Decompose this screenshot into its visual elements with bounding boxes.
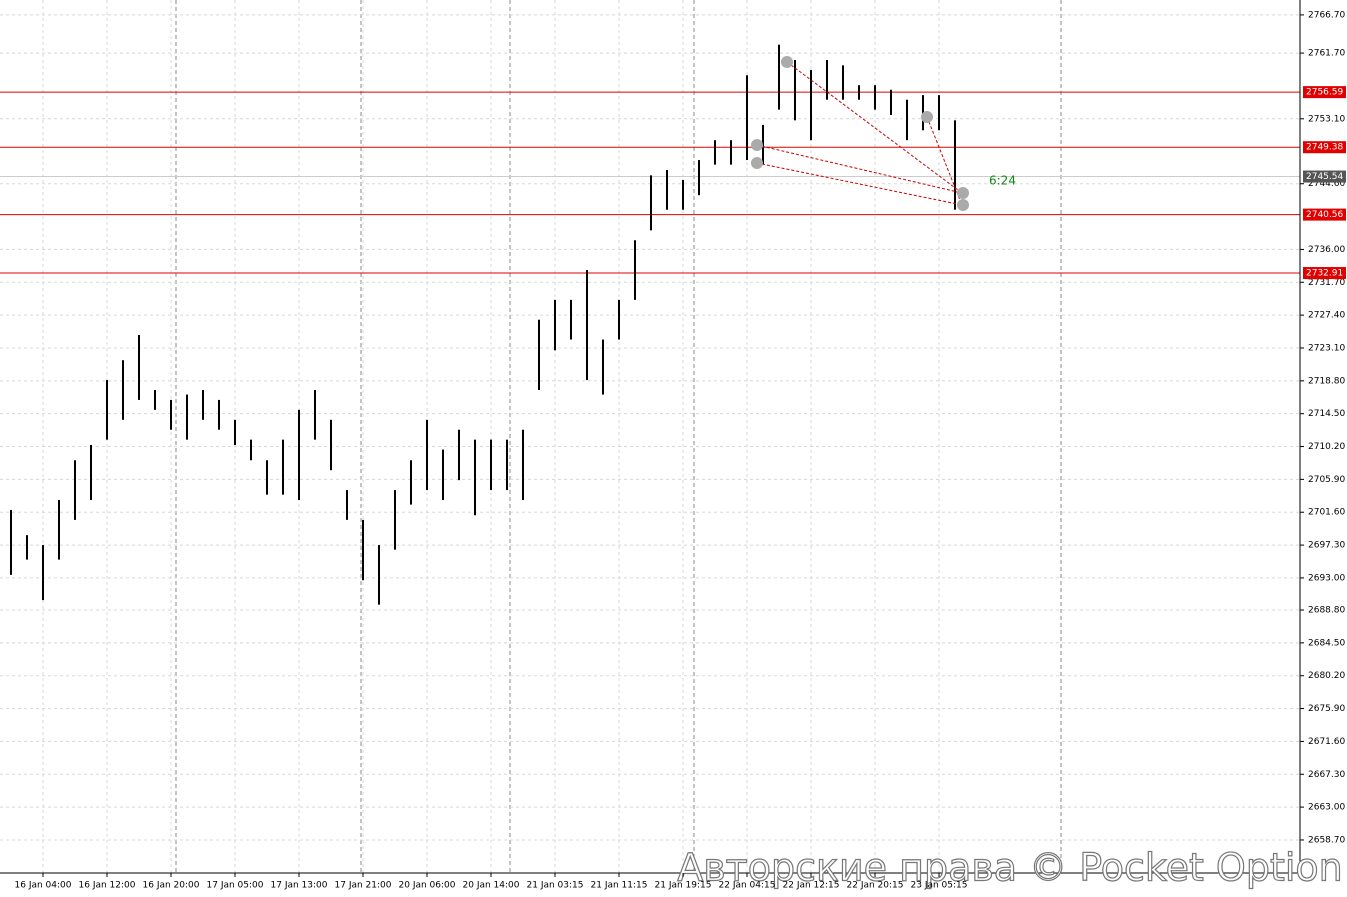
y-tick-label: 2723.10 [1308, 343, 1345, 353]
x-tick-label: 23 Jan 05:15 [911, 881, 968, 891]
level-tag [1303, 208, 1346, 221]
x-tick-label: 21 Jan 11:15 [591, 881, 648, 891]
level-tag [1303, 86, 1346, 99]
timer: 6:24 [989, 174, 1016, 188]
price-bars [10, 44, 956, 605]
current-price-tag [1303, 170, 1346, 183]
y-tick-label: 2744.60 [1308, 179, 1345, 189]
y-tick-label: 2753.10 [1308, 114, 1345, 124]
level-label: 2732.91 [1306, 269, 1343, 279]
x-tick-label: 20 Jan 14:00 [463, 881, 520, 891]
y-tick-label: 2658.70 [1308, 835, 1345, 845]
x-tick-label: 21 Jan 19:15 [655, 881, 712, 891]
day-separators [175, 0, 1062, 873]
grid [0, 0, 1300, 873]
y-tick-label: 2667.30 [1308, 770, 1345, 780]
watermark: Авторские права © Pocket Option [677, 846, 1343, 890]
marker [957, 187, 969, 199]
level-label: 2740.56 [1306, 210, 1343, 220]
x-tick-label: 22 Jan 04:15 [719, 881, 776, 891]
y-tick-label: 2718.80 [1308, 376, 1345, 386]
y-tick-label: 2693.00 [1308, 573, 1345, 583]
x-tick-label: 21 Jan 03:15 [527, 881, 584, 891]
y-tick-label: 2675.90 [1308, 704, 1345, 714]
trend-line [756, 144, 963, 194]
level-tag [1303, 141, 1346, 154]
x-tick-label: 16 Jan 04:00 [15, 881, 72, 891]
trend-line [926, 116, 963, 206]
x-tick-label: 16 Jan 12:00 [79, 881, 136, 891]
y-tick-label: 2731.70 [1308, 278, 1345, 288]
marker [751, 139, 763, 151]
y-tick-label: 2714.50 [1308, 409, 1345, 419]
trend-line [786, 61, 963, 194]
y-tick-label: 2710.20 [1308, 442, 1345, 452]
marker [781, 56, 793, 68]
level-label: 2756.59 [1306, 88, 1343, 98]
y-tick-label: 2663.00 [1308, 803, 1345, 813]
x-tick-label: 22 Jan 20:15 [847, 881, 904, 891]
x-tick-label: 17 Jan 13:00 [271, 881, 328, 891]
y-tick-label: 2701.60 [1308, 508, 1345, 518]
y-tick-label: 2697.30 [1308, 541, 1345, 551]
marker [957, 199, 969, 211]
y-tick-label: 2680.20 [1308, 671, 1345, 681]
y-tick-label: 2766.70 [1308, 10, 1345, 20]
x-tick-label: 20 Jan 06:00 [399, 881, 456, 891]
y-tick-label: 2688.80 [1308, 606, 1345, 616]
y-tick-label: 2727.40 [1308, 311, 1345, 321]
marker [751, 157, 763, 169]
marker [921, 111, 933, 123]
trade-markers [751, 56, 969, 211]
y-tick-label: 2705.90 [1308, 475, 1345, 485]
level-label: 2749.38 [1306, 143, 1343, 153]
x-tick-label: 16 Jan 20:00 [143, 881, 200, 891]
y-tick-label: 2671.60 [1308, 737, 1345, 747]
y-tick-label: 2684.50 [1308, 638, 1345, 648]
x-tick-label: 17 Jan 21:00 [335, 881, 392, 891]
x-tick-label: 17 Jan 05:00 [207, 881, 264, 891]
level-tag [1303, 267, 1346, 280]
y-tick-label: 2736.00 [1308, 245, 1345, 255]
x-tick-label: 22 Jan 12:15 [783, 881, 840, 891]
current-price-label: 2745.54 [1306, 172, 1343, 182]
y-tick-label: 2761.70 [1308, 49, 1345, 59]
